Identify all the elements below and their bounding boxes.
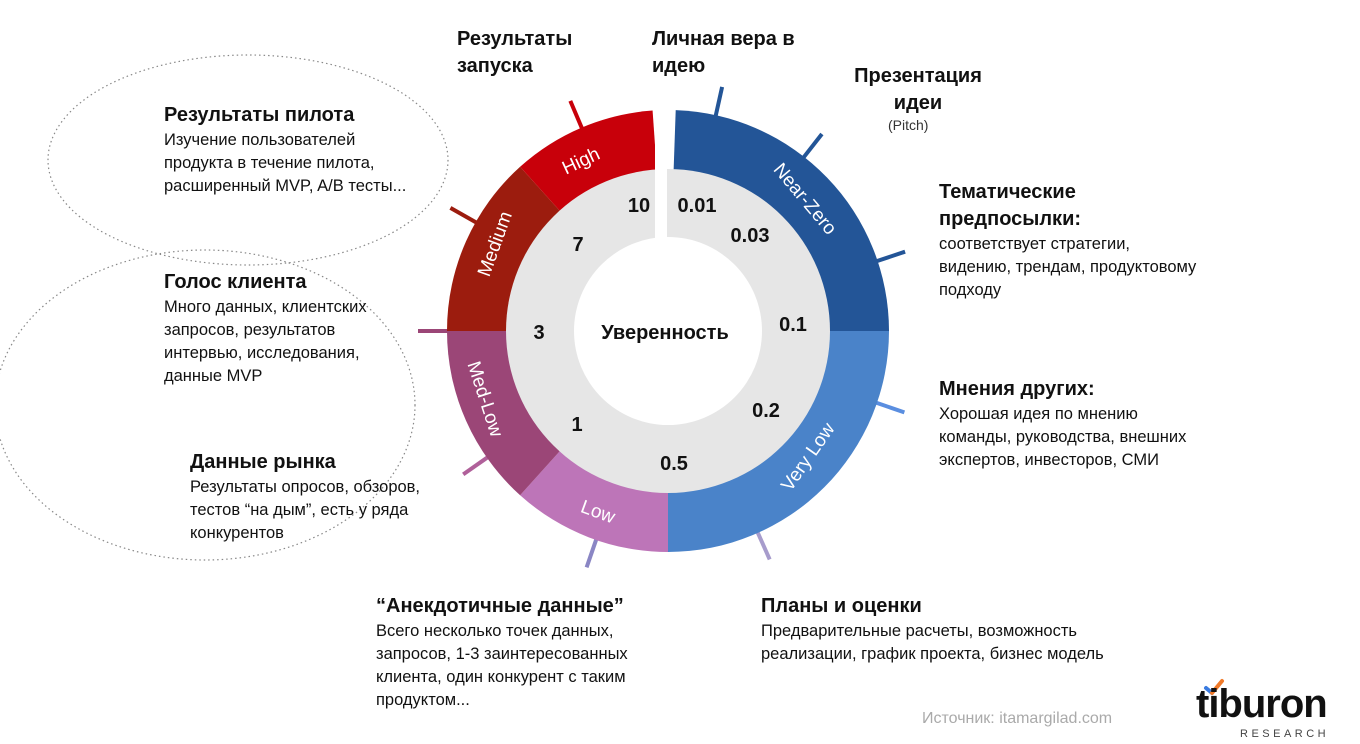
scale-value: 0.01 bbox=[678, 195, 717, 217]
pilot-title: Результаты пилота bbox=[164, 104, 355, 126]
launch-title: Результаты запуска bbox=[457, 28, 573, 77]
market-block: Данные рынка Результаты опросов, обзоров… bbox=[190, 449, 430, 545]
plans-block: Планы и оценки Предварительные расчеты, … bbox=[761, 593, 1141, 666]
pilot-block: Результаты пилота Изучение пользователей… bbox=[164, 102, 414, 198]
center-label: Уверенность bbox=[601, 322, 729, 344]
thematic-text: соответствует стратегии, видению, тренда… bbox=[939, 235, 1197, 299]
market-title: Данные рынка bbox=[190, 451, 336, 473]
anecdotal-block: “Анекдотичные данные” Всего несколько то… bbox=[376, 593, 676, 712]
scale-value: 0.03 bbox=[731, 225, 770, 247]
anecdotal-text: Всего несколько точек данных, запросов, … bbox=[376, 622, 628, 709]
scale-value: 7 bbox=[572, 234, 583, 256]
pitch-title: Презентация идеи bbox=[854, 65, 982, 114]
thematic-title: Тематические предпосылки: bbox=[939, 181, 1082, 230]
source-text: Источник: itamargilad.com bbox=[922, 710, 1113, 727]
plans-text: Предварительные расчеты, возможность реа… bbox=[761, 622, 1104, 663]
tiburon-logo: tiburon RESEARCH bbox=[1196, 678, 1346, 740]
logo-word: tiburon bbox=[1196, 682, 1328, 726]
scale-value: 0.2 bbox=[752, 400, 780, 422]
pilot-ellipse bbox=[47, 54, 449, 266]
logo-sub: RESEARCH bbox=[1240, 728, 1330, 740]
scale-value: 0.5 bbox=[660, 453, 688, 475]
scale-value: 10 bbox=[628, 195, 650, 217]
check-icon bbox=[1204, 679, 1224, 695]
pilot-text: Изучение пользователей продукта в течени… bbox=[164, 131, 407, 195]
scale-value: 0.1 bbox=[779, 314, 807, 336]
thematic-block: Тематические предпосылки: соответствует … bbox=[939, 179, 1199, 302]
belief-title: Личная вера в идею bbox=[652, 28, 795, 77]
anecdotal-title: “Анекдотичные данные” bbox=[376, 595, 624, 617]
others-text: Хорошая идея по мнению команды, руководс… bbox=[939, 405, 1187, 469]
voice-title: Голос клиента bbox=[164, 271, 307, 293]
others-block: Мнения других: Хорошая идея по мнению ко… bbox=[939, 376, 1189, 472]
scale-value: 1 bbox=[571, 414, 582, 436]
others-title: Мнения других: bbox=[939, 378, 1095, 400]
plans-title: Планы и оценки bbox=[761, 595, 922, 617]
center-circle bbox=[574, 237, 762, 425]
scale-value: 3 bbox=[533, 322, 544, 344]
market-text: Результаты опросов, обзоров, тестов “на … bbox=[190, 478, 421, 542]
voice-ellipse bbox=[0, 249, 416, 561]
pitch-sub: (Pitch) bbox=[888, 117, 929, 133]
voice-text: Много данных, клиентских запросов, резул… bbox=[164, 298, 367, 385]
voice-block: Голос клиента Много данных, клиентских з… bbox=[164, 269, 384, 388]
ring-gap bbox=[655, 100, 667, 240]
